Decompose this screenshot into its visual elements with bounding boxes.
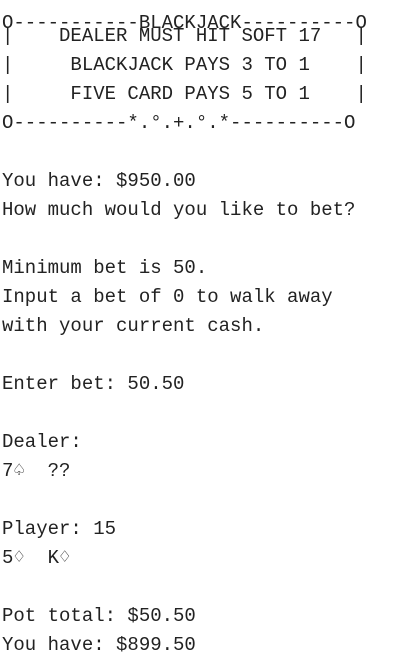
bet-question: How much would you like to bet?	[2, 199, 356, 221]
bet-input-value[interactable]: 50.50	[127, 373, 185, 395]
dealer-cards: 7♤ ??	[2, 460, 71, 482]
dealer-label: Dealer:	[2, 431, 82, 453]
walk-away-instruction-line-2: with your current cash.	[2, 315, 265, 337]
banner-bottom-border: O----------*.°.+.°.*----------O	[2, 112, 356, 134]
minimum-bet-text: Minimum bet is 50.	[2, 257, 208, 279]
player-score: Player: 15	[2, 518, 117, 540]
rule-blackjack-payout: | BLACKJACK PAYS 3 TO 1 |	[2, 54, 367, 76]
rule-dealer-soft-17: | DEALER MUST HIT SOFT 17 |	[2, 25, 367, 47]
bet-entry-prompt: Enter bet:	[2, 373, 128, 395]
remaining-balance: You have: $899.50	[2, 634, 196, 656]
pot-total: Pot total: $50.50	[2, 605, 196, 627]
rule-five-card-payout: | FIVE CARD PAYS 5 TO 1 |	[2, 83, 367, 105]
walk-away-instruction-line-1: Input a bet of 0 to walk away	[2, 286, 333, 308]
balance-text: You have: $950.00	[2, 170, 196, 192]
banner-top-border: O-----------BLACKJACK----------O	[2, 12, 367, 34]
bet-entry-line[interactable]: Enter bet: 50.50	[2, 370, 184, 399]
player-cards: 5♢ K♢	[2, 547, 71, 569]
